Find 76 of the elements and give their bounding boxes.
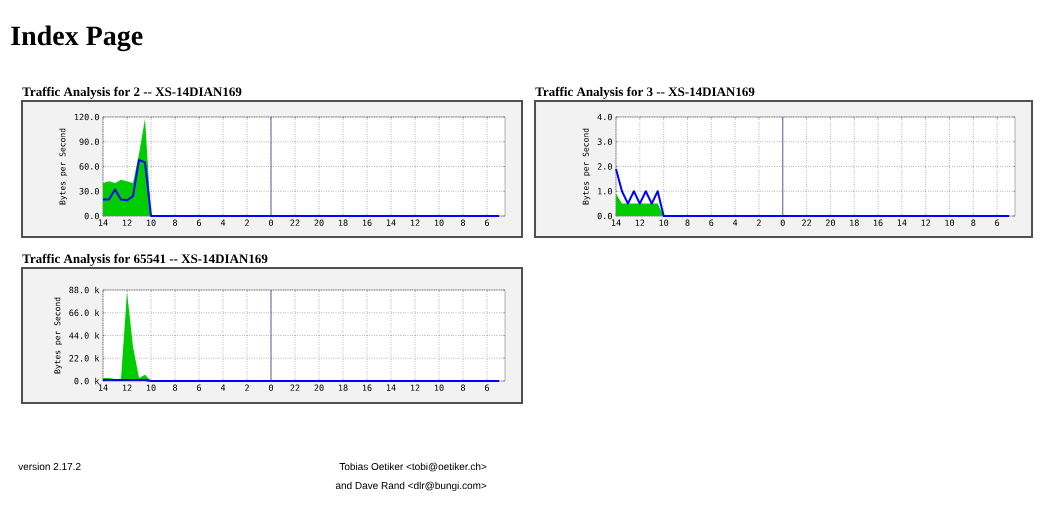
x-tick-label: 8 <box>685 219 690 226</box>
x-tick-label: 10 <box>659 219 669 226</box>
x-tick-label: 12 <box>635 219 645 226</box>
y-axis-title: Bytes per Second <box>54 297 62 374</box>
x-tick-label: 4 <box>732 219 738 226</box>
y-axis-title: Bytes per Second <box>582 128 591 205</box>
y-tick-label: 120.0 <box>74 113 99 121</box>
x-tick-label: 14 <box>98 384 108 391</box>
x-tick-label: 8 <box>173 384 178 391</box>
x-tick-label: 0 <box>780 219 785 226</box>
y-tick-label: 90.0 <box>79 138 99 145</box>
x-tick-label: 12 <box>410 219 420 226</box>
x-tick-label: 6 <box>709 219 714 226</box>
x-tick-label: 10 <box>945 219 955 226</box>
y-axis-title: Bytes per Second <box>59 128 68 205</box>
text: and Dave Rand <dlr@bungi.com> <box>335 481 487 492</box>
x-tick-label: 20 <box>314 384 324 391</box>
x-tick-label: 6 <box>197 219 202 226</box>
x-tick-label: 6 <box>995 219 1000 226</box>
x-tick-label: 14 <box>611 219 621 226</box>
y-tick-label: 88.0 k <box>69 286 100 294</box>
x-tick-label: 8 <box>173 219 178 226</box>
x-tick-label: 22 <box>290 384 300 391</box>
x-tick-label: 22 <box>290 219 300 226</box>
x-tick-label: 6 <box>484 384 490 391</box>
x-tick-label: 10 <box>146 384 156 391</box>
y-tick-label: 30.0 <box>79 188 99 195</box>
y-tick-label: 4.0 <box>597 113 612 121</box>
x-tick-label: 16 <box>873 219 883 226</box>
y-tick-label: 1.0 <box>598 188 612 195</box>
x-tick-label: 8 <box>460 219 466 226</box>
x-tick-label: 14 <box>386 219 396 226</box>
x-tick-label: 20 <box>314 219 324 226</box>
x-tick-label: 2 <box>245 219 249 226</box>
text: Tobias Oetiker <tobi@oetiker.ch> <box>339 462 487 472</box>
x-tick-label: 2 <box>245 384 249 391</box>
x-tick-label: 16 <box>362 219 372 226</box>
x-tick-label: 0 <box>269 384 274 391</box>
y-tick-label: 3.0 <box>597 138 612 145</box>
x-tick-label: 14 <box>897 219 907 226</box>
chart-title: Traffic Analysis for 3 -- XS-14DIAN169 <box>535 86 755 99</box>
x-tick-label: 22 <box>802 219 811 226</box>
x-tick-label: 4 <box>220 384 226 391</box>
y-tick-label: 66.0 k <box>69 309 100 317</box>
x-tick-label: 8 <box>460 384 466 391</box>
x-tick-label: 2 <box>757 219 761 226</box>
y-tick-label: 0.0 <box>84 212 99 220</box>
x-tick-label: 18 <box>850 219 859 226</box>
chart-title: Traffic Analysis for 65541 -- XS-14DIAN169 <box>22 253 268 266</box>
x-tick-label: 4 <box>220 219 226 226</box>
x-tick-label: 6 <box>484 219 490 226</box>
x-tick-label: 10 <box>434 384 444 391</box>
y-tick-label: 0.0 k <box>74 377 100 385</box>
x-tick-label: 14 <box>98 219 108 226</box>
chart-title: Traffic Analysis for 2 -- XS-14DIAN169 <box>22 86 242 99</box>
x-tick-label: 10 <box>434 219 444 226</box>
x-tick-label: 6 <box>197 384 202 391</box>
x-tick-label: 20 <box>825 219 835 226</box>
x-tick-label: 18 <box>338 219 348 226</box>
x-tick-label: 12 <box>921 219 931 226</box>
y-tick-label: 2.0 <box>597 163 612 170</box>
x-tick-label: 12 <box>122 219 132 226</box>
y-tick-label: 44.0 k <box>69 332 100 339</box>
text: Index Page <box>11 25 143 52</box>
x-tick-label: 10 <box>146 219 156 226</box>
y-tick-label: 60.0 <box>79 163 99 170</box>
x-tick-label: 12 <box>122 384 132 391</box>
y-tick-label: 22.0 k <box>69 354 100 362</box>
text: version 2.17.2 <box>18 462 81 471</box>
x-tick-label: 12 <box>410 384 420 391</box>
y-tick-label: 0.0 <box>597 212 612 220</box>
x-tick-label: 8 <box>971 219 976 226</box>
x-tick-label: 16 <box>362 384 372 391</box>
x-tick-label: 14 <box>386 384 396 391</box>
x-tick-label: 0 <box>269 219 274 226</box>
x-tick-label: 18 <box>338 384 348 391</box>
